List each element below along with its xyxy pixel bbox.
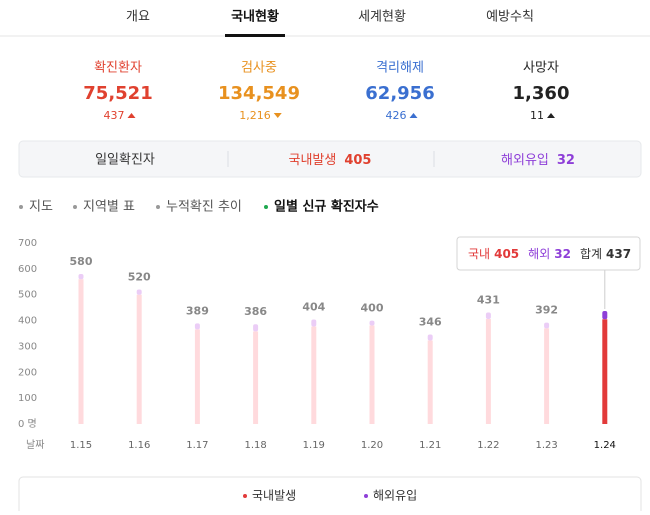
tooltip-value: 32 bbox=[554, 247, 571, 261]
bar-segment bbox=[78, 274, 84, 280]
tab-underline bbox=[225, 34, 285, 37]
bar-segment bbox=[544, 328, 550, 424]
x-tick-label: 1.21 bbox=[419, 440, 441, 451]
daily-box bbox=[18, 140, 642, 178]
stat-value: 62,956 bbox=[365, 83, 434, 104]
bar-total-label: 386 bbox=[244, 305, 267, 318]
bar-segment bbox=[427, 334, 433, 341]
tooltip-label: 국내 bbox=[468, 247, 490, 261]
bar-segment bbox=[78, 279, 84, 424]
tab[interactable]: 세계현황 bbox=[358, 10, 406, 25]
stat-value: 75,521 bbox=[83, 83, 152, 104]
x-tick-label: 1.17 bbox=[186, 440, 208, 451]
legend-label: 국내발생 bbox=[252, 489, 296, 503]
tooltip-text: 국내 405 해외 32 합계 437 bbox=[468, 247, 631, 261]
x-tick-label: 1.18 bbox=[244, 440, 266, 451]
daily-item-value: 405 bbox=[344, 153, 371, 168]
y-tick-label: 500 bbox=[18, 290, 37, 301]
y-tick-label: 100 bbox=[18, 393, 37, 404]
subtab-dot bbox=[73, 205, 77, 209]
stat-label: 확진환자 bbox=[94, 61, 142, 76]
stat-change: 426 bbox=[386, 109, 407, 122]
bar-segment bbox=[602, 319, 608, 424]
daily-item-label: 해외유입 bbox=[501, 153, 549, 168]
subtab-dot bbox=[19, 205, 23, 209]
bar-segment bbox=[544, 322, 550, 329]
change-arrow bbox=[273, 113, 282, 118]
tooltip-box bbox=[456, 236, 641, 271]
subtab[interactable]: 일별 신규 확진자수 bbox=[274, 199, 379, 215]
change-arrow bbox=[127, 113, 136, 118]
stat-change: 1,216 bbox=[239, 109, 271, 122]
bar-segment bbox=[311, 319, 317, 327]
x-tick-label: 1.22 bbox=[477, 440, 499, 451]
legend-dot bbox=[364, 494, 368, 498]
change-arrow bbox=[409, 113, 418, 118]
bar-total-label: 346 bbox=[419, 316, 442, 329]
bar-segment bbox=[485, 312, 491, 320]
bar-segment bbox=[253, 331, 259, 424]
tooltip-value: 437 bbox=[606, 247, 631, 261]
legend-dot bbox=[243, 494, 247, 498]
x-tick-label: 1.24 bbox=[594, 440, 616, 451]
tooltip-value: 405 bbox=[494, 247, 519, 261]
y-tick-label: 700 bbox=[18, 238, 37, 249]
bar-segment bbox=[602, 311, 608, 320]
stat-change: 11 bbox=[530, 109, 544, 122]
stat-value: 1,360 bbox=[513, 83, 570, 104]
stat-label: 사망자 bbox=[523, 61, 559, 76]
y-tick-label: 0 명 bbox=[18, 418, 37, 430]
bar-total-label: 389 bbox=[186, 304, 209, 317]
subtab-dot bbox=[264, 205, 268, 209]
stat-value: 134,549 bbox=[218, 83, 300, 104]
bar-total-label: 520 bbox=[128, 271, 151, 284]
tab[interactable]: 예방수칙 bbox=[486, 10, 534, 25]
change-arrow bbox=[547, 113, 555, 118]
subtab[interactable]: 누적확진 추이 bbox=[166, 200, 242, 215]
daily-item-label: 국내발생 bbox=[289, 153, 337, 168]
daily-label: 일일확진자 bbox=[95, 153, 155, 168]
y-tick-label: 200 bbox=[18, 367, 37, 378]
x-tick-label: 1.15 bbox=[70, 440, 92, 451]
tab[interactable]: 개요 bbox=[126, 10, 150, 25]
bar-total-label: 392 bbox=[535, 304, 558, 317]
stat-label: 격리해제 bbox=[376, 61, 424, 76]
bar-total-label: 400 bbox=[361, 302, 384, 315]
stat-change: 437 bbox=[104, 109, 125, 122]
tooltip-label: 해외 bbox=[528, 247, 550, 261]
y-tick-label: 600 bbox=[18, 264, 37, 275]
bar-segment bbox=[194, 329, 200, 424]
bar-segment bbox=[369, 325, 375, 424]
x-tick-label: 1.16 bbox=[128, 440, 150, 451]
x-tick-label: 1.23 bbox=[535, 440, 557, 451]
y-tick-label: 400 bbox=[18, 316, 37, 327]
daily-item: 해외유입 32 bbox=[501, 153, 575, 168]
legend-box bbox=[18, 476, 642, 515]
stat-label: 검사중 bbox=[241, 61, 277, 76]
bar-total-label: 580 bbox=[70, 255, 93, 268]
y-tick-label: 300 bbox=[18, 341, 37, 352]
daily-item-value: 32 bbox=[557, 153, 575, 168]
legend-label: 해외유입 bbox=[373, 489, 417, 503]
bar-segment bbox=[136, 294, 142, 424]
bar-segment bbox=[194, 323, 200, 330]
x-axis-label: 날짜 bbox=[26, 439, 44, 451]
x-tick-label: 1.19 bbox=[303, 440, 325, 451]
bar-segment bbox=[427, 340, 433, 424]
subtab-dot bbox=[156, 205, 160, 209]
bar-total-label: 431 bbox=[477, 294, 500, 307]
x-tick-label: 1.20 bbox=[361, 440, 383, 451]
bar-segment bbox=[369, 320, 375, 326]
bar-segment bbox=[311, 326, 317, 424]
bar-total-label: 404 bbox=[302, 301, 325, 314]
subtab[interactable]: 지도 bbox=[29, 200, 53, 215]
bar-segment bbox=[136, 289, 142, 295]
bar-segment bbox=[485, 319, 491, 424]
tab[interactable]: 국내현황 bbox=[231, 9, 279, 25]
subtab[interactable]: 지역별 표 bbox=[83, 200, 135, 215]
daily-item: 국내발생 405 bbox=[289, 153, 372, 168]
tooltip-label: 합계 bbox=[580, 247, 602, 261]
bar-segment bbox=[253, 324, 259, 332]
